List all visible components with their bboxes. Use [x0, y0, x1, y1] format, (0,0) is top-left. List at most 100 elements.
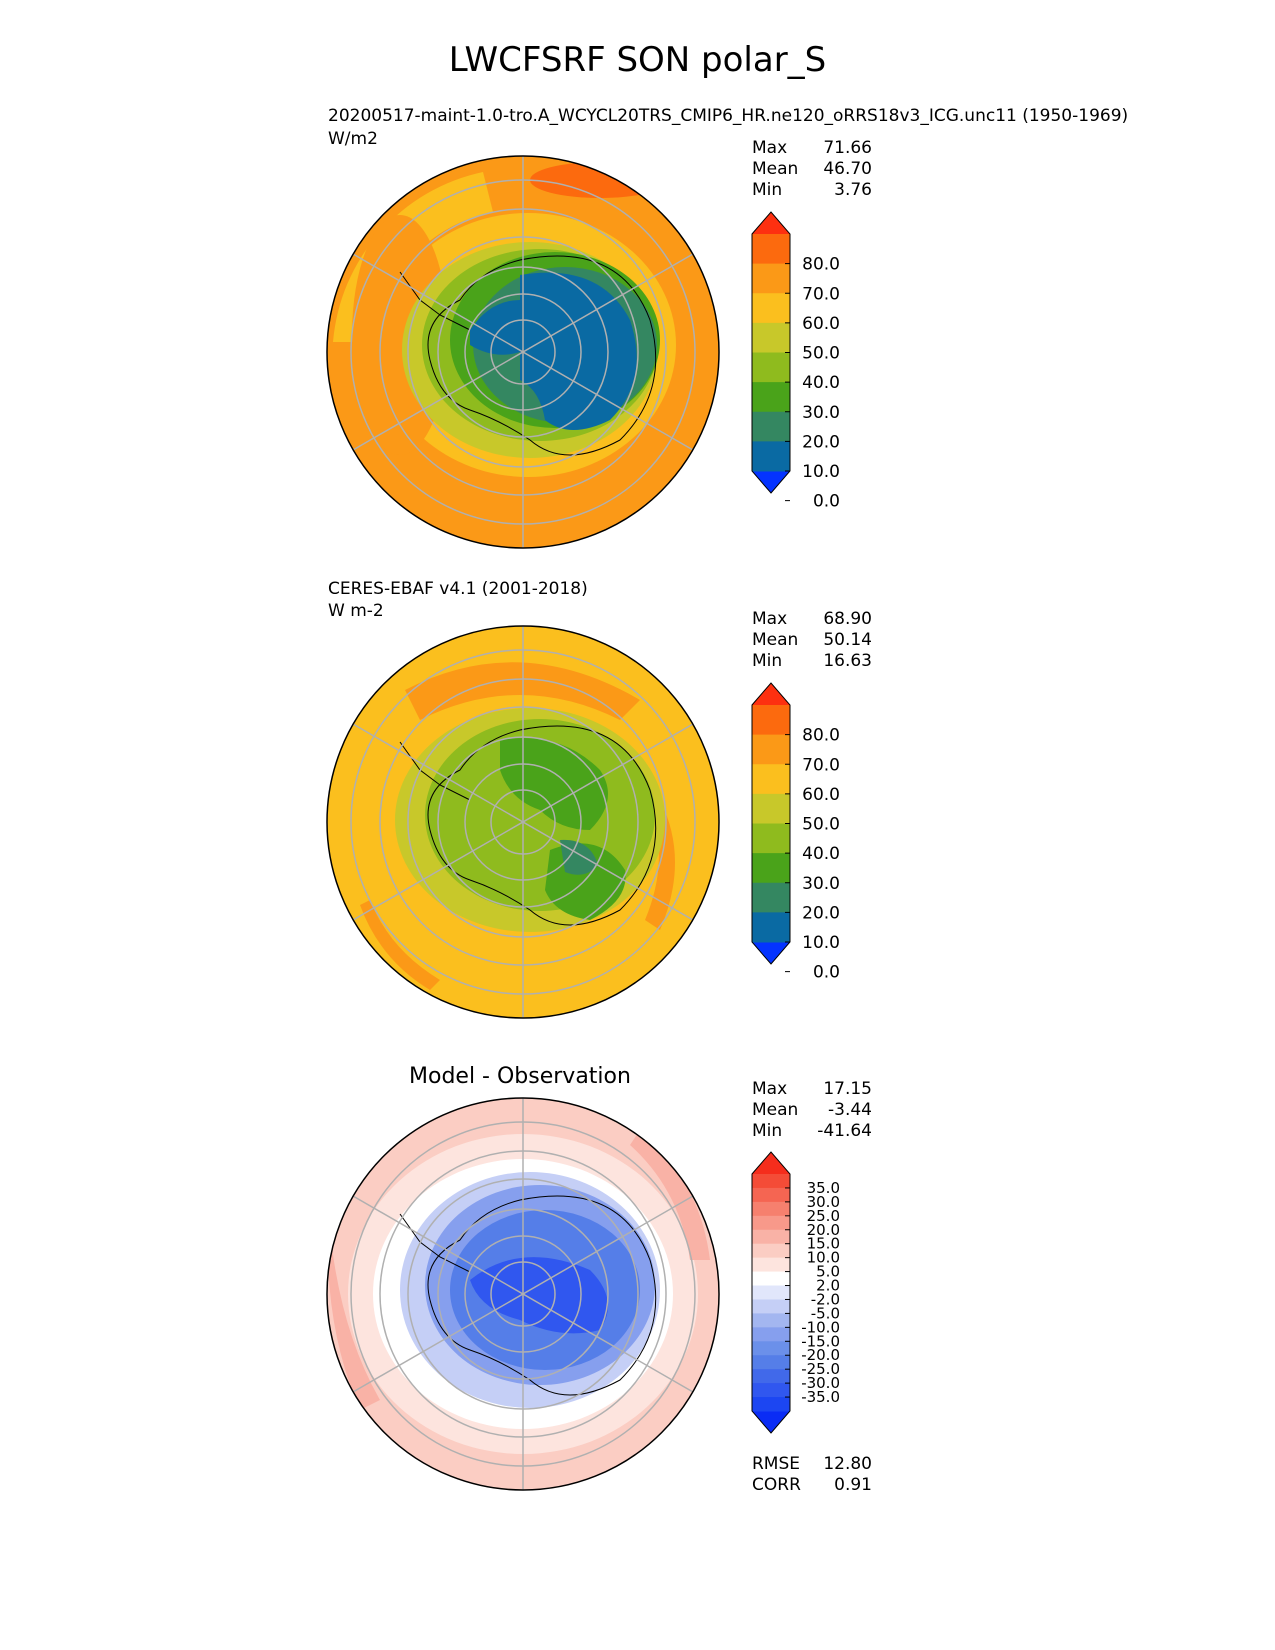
model-colorbar: 80.0 70.0 60.0 50.0 40.0 30.0 20.0 10.0 0.0 — [751, 211, 840, 512]
diff-max-value: 17.15 — [823, 1079, 872, 1099]
diff-colorbar-tick-label: 25.0 — [807, 1207, 840, 1225]
diff-colorbar: 35.030.025.020.015.010.05.02.0-2.0-5.0-1… — [751, 1151, 840, 1434]
diff-colorbar-tick-label: -30.0 — [801, 1374, 840, 1392]
diff-title: Model - Observation — [409, 1064, 631, 1089]
model-units: W/m2 — [328, 129, 378, 149]
model-colorbar-tick-label: 80.0 — [802, 255, 840, 275]
diff-colorbar-band — [752, 1285, 790, 1300]
diff-colorbar-band — [752, 1187, 790, 1203]
model-colorbar-band — [752, 441, 790, 472]
diff-colorbar-tick-label: -20.0 — [801, 1346, 840, 1364]
diff-colorbar-tick-label: -10.0 — [801, 1318, 840, 1336]
model-title: 20200517-maint-1.0-tro.A_WCYCL20TRS_CMIP… — [328, 106, 1129, 126]
obs-gridlines — [350, 626, 696, 1018]
diff-colorbar-tick-label: -35.0 — [801, 1388, 840, 1406]
diff-colorbar-tick-label: -15.0 — [801, 1332, 840, 1350]
obs-max-value: 68.90 — [823, 609, 872, 629]
diff-colorbar-tick-label: -25.0 — [801, 1360, 840, 1378]
obs-colorbar-band — [752, 705, 790, 736]
obs-mean-label: Mean — [752, 630, 799, 650]
diff-colorbar-band — [752, 1397, 790, 1412]
model-colorbar-band — [752, 411, 790, 442]
diff-colorbar-outline — [751, 1151, 791, 1434]
obs-min-label: Min — [752, 651, 783, 671]
diff-colorbar-band — [752, 1383, 790, 1398]
model-colorbar-band — [752, 293, 790, 324]
diff-colorbar-extend-top — [752, 1152, 790, 1174]
obs-colorbar-band — [752, 912, 790, 943]
diff-colorbar-tick-label: 10.0 — [807, 1249, 840, 1267]
diff-rmse-value: 12.80 — [823, 1454, 872, 1474]
diff-rmse-label: RMSE — [752, 1454, 801, 1474]
diff-colorbar-band — [752, 1313, 790, 1328]
obs-colorbar-tick-label: 70.0 — [802, 755, 840, 775]
diff-colorbar-tick-label: 20.0 — [807, 1221, 840, 1239]
obs-colorbar-extend-bottom — [752, 942, 790, 964]
model-colorbar-extend-top — [752, 212, 790, 234]
model-colorbar-band — [752, 263, 790, 294]
obs-map-boundary — [326, 625, 720, 1019]
diff-mean-value: -3.44 — [828, 1100, 872, 1120]
obs-max-label: Max — [752, 609, 788, 629]
model-colorbar-band — [752, 352, 790, 383]
diff-colorbar-band — [752, 1174, 790, 1189]
obs-colorbar-band — [752, 882, 790, 913]
diff-colorbar-band — [752, 1215, 790, 1231]
obs-colorbar-tick-label: 0.0 — [813, 963, 840, 983]
diff-colorbar-tick-label: 35.0 — [807, 1179, 840, 1197]
model-colorbar-tick-label: 70.0 — [802, 284, 840, 304]
diff-colorbar-tick-label: 5.0 — [816, 1263, 840, 1281]
diff-corr-value: 0.91 — [834, 1475, 872, 1495]
model-colorbar-tick-label: 20.0 — [802, 432, 840, 452]
model-colorbar-band — [752, 234, 790, 265]
model-mean-value: 46.70 — [823, 159, 872, 179]
diff-colorbar-tick-label: 15.0 — [807, 1235, 840, 1253]
diff-colorbar-band — [752, 1327, 790, 1342]
diff-colorbar-tick-label: 2.0 — [816, 1277, 840, 1295]
diff-min-value: -41.64 — [817, 1121, 872, 1141]
obs-colorbar-band — [752, 853, 790, 884]
diff-colorbar-band — [752, 1341, 790, 1356]
obs-units: W m-2 — [328, 601, 384, 621]
obs-title: CERES-EBAF v4.1 (2001-2018) — [328, 579, 588, 599]
diff-colorbar-band — [752, 1243, 790, 1259]
model-min-label: Min — [752, 180, 783, 200]
obs-min-value: 16.63 — [823, 651, 872, 671]
diff-colorbar-tick-label: 30.0 — [807, 1193, 840, 1211]
model-colorbar-tick-label: 50.0 — [802, 344, 840, 364]
obs-colorbar-band — [752, 823, 790, 854]
obs-colorbar-tick-label: 50.0 — [802, 815, 840, 835]
obs-colorbar-band — [752, 793, 790, 824]
model-mean-label: Mean — [752, 159, 799, 179]
obs-colorbar-extend-top — [752, 683, 790, 705]
model-colorbar-band — [752, 382, 790, 413]
model-colorbar-tick-label: 40.0 — [802, 373, 840, 393]
obs-colorbar-tick-label: 20.0 — [802, 903, 840, 923]
model-gridlines — [350, 156, 696, 548]
diff-colorbar-tick-label: -2.0 — [811, 1290, 840, 1308]
model-max-label: Max — [752, 138, 788, 158]
obs-colorbar-tick-label: 60.0 — [802, 785, 840, 805]
diff-corr-label: CORR — [752, 1475, 801, 1495]
model-colorbar-tick-label: 30.0 — [802, 403, 840, 423]
obs-colorbar-tick-label: 10.0 — [802, 933, 840, 953]
obs-colorbar-tick-label: 80.0 — [802, 726, 840, 746]
figure-title: LWCFSRF SON polar_S — [448, 40, 827, 80]
obs-colorbar-tick-label: 30.0 — [802, 874, 840, 894]
obs-mean-value: 50.14 — [823, 630, 872, 650]
diff-colorbar-band — [752, 1355, 790, 1370]
diff-min-label: Min — [752, 1121, 783, 1141]
model-colorbar-extend-bottom — [752, 471, 790, 493]
obs-colorbar-band — [752, 734, 790, 765]
model-min-value: 3.76 — [834, 180, 872, 200]
model-colorbar-tick-label: 60.0 — [802, 314, 840, 334]
diff-colorbar-extend-bottom — [752, 1411, 790, 1433]
diff-map-boundary — [326, 1097, 720, 1491]
model-max-value: 71.66 — [823, 138, 872, 158]
diff-colorbar-band — [752, 1369, 790, 1384]
diff-colorbar-tick-label: -5.0 — [811, 1304, 840, 1322]
obs-colorbar: 80.0 70.0 60.0 50.0 40.0 30.0 20.0 10.0 0.0 — [751, 682, 840, 983]
diff-colorbar-band — [752, 1299, 790, 1314]
diff-colorbar-band — [752, 1271, 790, 1287]
